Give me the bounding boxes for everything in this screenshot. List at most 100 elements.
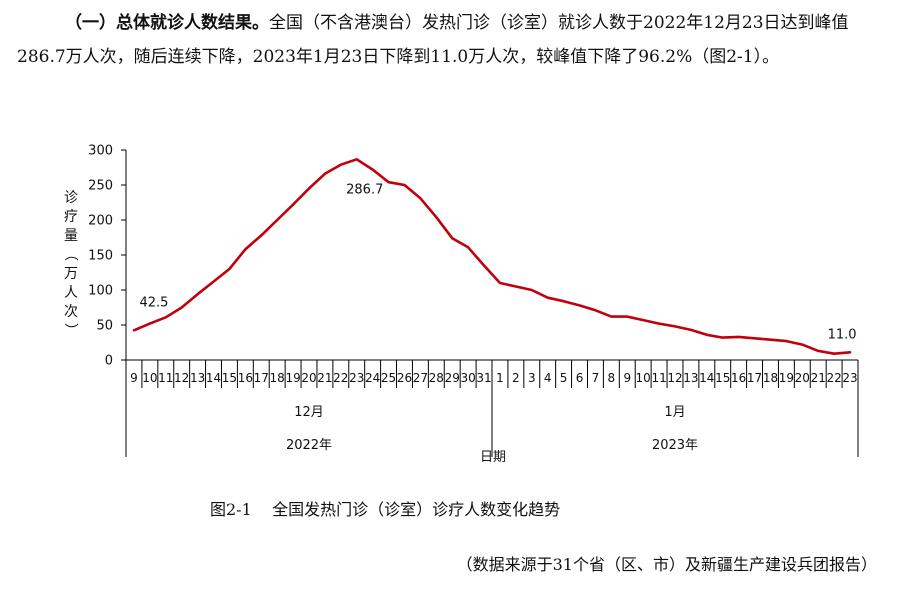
x-tick-label: 21 xyxy=(811,371,826,385)
x-tick-label: 13 xyxy=(190,371,205,385)
data-point xyxy=(324,173,326,175)
x-tick-label: 23 xyxy=(349,371,364,385)
data-point xyxy=(260,234,263,237)
data-label: 286.7 xyxy=(346,182,383,197)
y-tick-label: 150 xyxy=(88,249,113,264)
data-point xyxy=(674,325,676,328)
data-point xyxy=(244,248,247,251)
figure-number: 图2-1 xyxy=(210,500,252,519)
x-tick-label: 30 xyxy=(460,371,475,385)
data-point xyxy=(769,338,772,341)
data-point xyxy=(721,336,724,339)
x-tick-label: 16 xyxy=(731,371,746,385)
data-point xyxy=(562,300,565,302)
x-tick-label: 27 xyxy=(413,371,428,385)
y-axis-label-char: 人 xyxy=(64,285,78,301)
x-tick-label: 3 xyxy=(528,371,536,385)
data-point xyxy=(642,319,644,321)
data-point xyxy=(435,216,438,218)
data-point xyxy=(196,293,199,295)
x-tick-label: 22 xyxy=(826,371,841,385)
data-label: 11.0 xyxy=(828,327,857,342)
y-axis-label-char: 万 xyxy=(64,266,78,282)
x-tick-label: 21 xyxy=(317,371,332,385)
data-point xyxy=(212,280,215,283)
x-tick-label: 11 xyxy=(158,371,173,385)
x-tick-label: 14 xyxy=(699,371,714,385)
x-tick-label: 4 xyxy=(544,371,552,385)
data-point xyxy=(578,304,581,307)
x-tick-label: 31 xyxy=(476,371,491,385)
month-label: 1月 xyxy=(664,405,685,420)
x-tick-label: 10 xyxy=(142,371,157,385)
y-axis-label-char: 次 xyxy=(64,304,78,320)
x-tick-label: 18 xyxy=(763,371,778,385)
x-tick-label: 13 xyxy=(683,371,698,385)
x-tick-label: 7 xyxy=(592,371,600,385)
data-point xyxy=(706,334,708,336)
summary-paragraph: （一）总体就诊人数结果。全国（不含港澳台）发热门诊（诊室）就诊人数于2022年1… xyxy=(17,6,897,74)
data-point xyxy=(340,163,342,166)
x-tick-label: 1 xyxy=(496,371,504,385)
x-tick-label: 22 xyxy=(333,371,348,385)
x-tick-label: 18 xyxy=(270,371,285,385)
x-tick-label: 8 xyxy=(608,371,616,385)
data-point xyxy=(164,316,167,319)
x-tick-label: 20 xyxy=(301,371,316,385)
data-point xyxy=(387,181,390,183)
data-point xyxy=(626,315,629,318)
y-axis-label-char: （ xyxy=(62,247,78,261)
data-point xyxy=(403,184,406,186)
figure-title: 全国发热门诊（诊室）诊疗人数变化趋势 xyxy=(272,500,561,519)
y-axis-label-char: 疗 xyxy=(64,209,78,225)
x-axis-label: 日期 xyxy=(480,450,506,465)
x-tick-label: 9 xyxy=(130,371,138,385)
data-point xyxy=(546,296,549,299)
data-point xyxy=(801,343,804,346)
x-tick-label: 19 xyxy=(779,371,794,385)
x-tick-label: 14 xyxy=(206,371,221,385)
data-point xyxy=(355,158,358,161)
x-tick-label: 19 xyxy=(285,371,300,385)
x-tick-label: 15 xyxy=(715,371,730,385)
data-point xyxy=(610,315,613,318)
x-tick-label: 9 xyxy=(623,371,631,385)
data-point xyxy=(530,289,533,291)
data-point xyxy=(658,322,660,325)
data-point xyxy=(180,306,183,309)
data-point xyxy=(849,351,851,354)
y-axis-label-char: 诊 xyxy=(64,190,78,206)
data-point xyxy=(308,187,310,190)
x-tick-label: 25 xyxy=(381,371,396,385)
x-tick-label: 12 xyxy=(174,371,189,385)
y-axis-label-char: ） xyxy=(62,323,78,337)
data-point xyxy=(149,322,151,325)
data-point xyxy=(483,264,485,267)
x-tick-label: 26 xyxy=(397,371,412,385)
x-tick-label: 20 xyxy=(795,371,810,385)
x-tick-label: 28 xyxy=(429,371,444,385)
x-tick-label: 5 xyxy=(560,371,568,385)
x-tick-label: 17 xyxy=(747,371,762,385)
data-label: 42.5 xyxy=(139,295,168,310)
x-tick-label: 2 xyxy=(512,371,520,385)
year-label: 2023年 xyxy=(652,438,698,453)
x-tick-label: 17 xyxy=(254,371,269,385)
data-point xyxy=(833,352,835,355)
series-line xyxy=(132,157,852,355)
data-point xyxy=(292,203,294,206)
data-point xyxy=(785,340,788,342)
x-tick-label: 15 xyxy=(222,371,237,385)
x-tick-label: 6 xyxy=(576,371,584,385)
data-point xyxy=(817,350,820,352)
y-axis-label-char: 量 xyxy=(64,228,78,244)
x-tick-label: 11 xyxy=(651,371,666,385)
year-label: 2022年 xyxy=(286,438,332,453)
x-tick-label: 23 xyxy=(842,371,857,385)
data-point xyxy=(690,329,692,331)
data-point xyxy=(499,282,501,284)
data-point xyxy=(133,329,135,332)
y-tick-label: 100 xyxy=(88,284,113,299)
y-tick-label: 300 xyxy=(88,144,113,159)
